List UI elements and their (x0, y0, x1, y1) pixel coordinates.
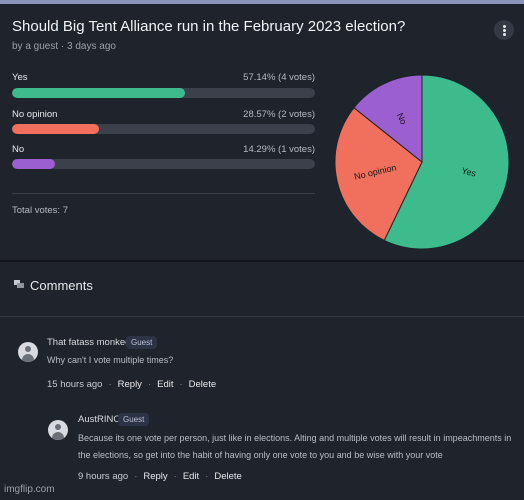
delete-button[interactable]: Delete (188, 379, 217, 390)
delete-button[interactable]: Delete (214, 471, 242, 482)
option-label-no-opinion: No opinion (12, 109, 58, 120)
comment-time: 9 hours ago (78, 471, 129, 482)
option-result-no-opinion: 28.57% (2 votes) (243, 109, 315, 120)
comments-title: Comments (30, 278, 93, 293)
comments-divider (0, 316, 524, 317)
comments-icon (14, 280, 24, 288)
watermark: imgflip.com (4, 484, 55, 495)
poll-divider (12, 193, 315, 194)
reply-button[interactable]: Reply (143, 471, 168, 482)
pie-slice-yes (383, 74, 510, 250)
pie-label-yes: Yes (461, 166, 478, 179)
kebab-menu-icon[interactable] (494, 20, 514, 40)
edit-button[interactable]: Edit (182, 471, 200, 482)
comment-actions: 9 hours ago · Reply · Edit · Delete (78, 471, 242, 482)
pie-slice-no (353, 74, 423, 164)
comments-section: Comments That fatass monkee Guest Why ca… (0, 262, 524, 500)
guest-badge: Guest (118, 413, 150, 426)
option-bar-fill-no (12, 159, 56, 169)
reply-button[interactable]: Reply (117, 379, 142, 390)
poll-title: Should Big Tent Alliance run in the Febr… (12, 18, 406, 35)
comment-author[interactable]: AustRINO (78, 414, 121, 425)
total-votes: Total votes: 7 (12, 205, 68, 216)
option-result-no: 14.29% (1 votes) (243, 144, 315, 155)
poll-meta: by a guest · 3 days ago (12, 41, 116, 52)
option-bar-no (12, 159, 315, 169)
option-bar-fill-no-opinion (12, 124, 99, 134)
option-label-yes: Yes (12, 72, 28, 83)
pie-label-no: No (395, 111, 409, 126)
comment-author[interactable]: That fatass monkee (47, 337, 131, 348)
poll-card: Should Big Tent Alliance run in the Febr… (0, 4, 524, 260)
top-accent-bar (0, 0, 524, 4)
avatar (48, 420, 68, 440)
guest-badge: Guest (126, 336, 158, 349)
comment-time: 15 hours ago (47, 379, 103, 390)
comment-actions: 15 hours ago · Reply · Edit · Delete (47, 379, 217, 390)
avatar (18, 342, 38, 362)
option-bar-yes (12, 88, 315, 98)
pie-slice-no-opinion (334, 107, 423, 242)
comment-text: Because its one vote per person, just li… (78, 433, 512, 460)
comment-text: Why can't I vote multiple times? (47, 355, 174, 365)
edit-button[interactable]: Edit (157, 379, 174, 390)
option-label-no: No (12, 144, 25, 155)
option-bar-fill-yes (12, 88, 186, 98)
option-result-yes: 57.14% (4 votes) (243, 72, 315, 83)
option-bar-no-opinion (12, 124, 315, 134)
